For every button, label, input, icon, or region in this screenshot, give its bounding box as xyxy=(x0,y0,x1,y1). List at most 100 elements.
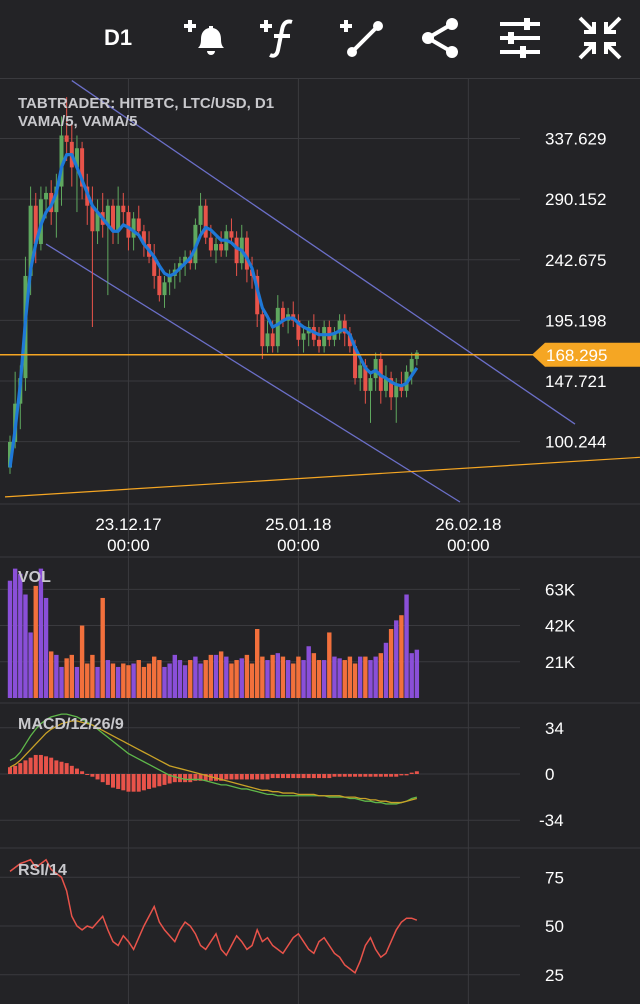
volume-bar xyxy=(378,653,383,698)
volume-bar xyxy=(383,642,389,698)
volume-bar xyxy=(260,656,265,698)
candle-body xyxy=(332,333,337,340)
candle-body xyxy=(152,256,157,276)
current-price-tag xyxy=(532,342,640,367)
macd-histogram-bar xyxy=(69,765,74,774)
candle-body xyxy=(255,275,260,315)
macd-histogram-bar xyxy=(383,774,388,777)
volume-bar xyxy=(332,656,337,698)
macd-histogram-bar xyxy=(38,754,43,774)
candle-body xyxy=(265,333,270,347)
candle-body xyxy=(59,135,64,187)
candle-body xyxy=(234,237,239,264)
candle-body xyxy=(208,237,213,251)
volume-bar xyxy=(239,658,244,698)
volume-bar xyxy=(255,629,260,698)
share-icon[interactable] xyxy=(416,14,464,62)
volume-bar xyxy=(296,656,301,698)
macd-histogram-bar xyxy=(404,774,409,776)
volume-tick-label: 42K xyxy=(545,617,576,636)
volume-bar xyxy=(249,663,255,698)
macd-histogram-bar xyxy=(214,774,218,781)
candle-body xyxy=(260,314,265,347)
add-alert-icon[interactable] xyxy=(180,14,228,62)
volume-bar xyxy=(270,654,275,698)
candle-body xyxy=(322,327,327,347)
indicator-subtitle: VAMA/5, VAMA/5 xyxy=(18,113,137,130)
candle-body xyxy=(368,378,373,391)
volume-bar xyxy=(224,656,229,698)
macd-histogram-bar xyxy=(33,754,38,774)
date-tick-label: 25.01.18 xyxy=(265,515,331,534)
candle-body xyxy=(347,333,352,347)
macd-tick-label: 0 xyxy=(545,765,554,784)
volume-bar xyxy=(74,666,80,698)
volume-bar xyxy=(394,620,399,698)
volume-bar xyxy=(95,666,100,698)
volume-bar xyxy=(100,597,105,698)
macd-histogram-bar xyxy=(23,760,28,774)
price-tick-label: 242.675 xyxy=(545,251,606,270)
macd-histogram-bar xyxy=(64,763,69,774)
candle-body xyxy=(203,205,208,238)
timeframe-button[interactable]: D1 xyxy=(104,25,133,50)
macd-histogram-bar xyxy=(255,774,260,780)
candle-body xyxy=(399,384,404,391)
macd-histogram-bar xyxy=(162,774,167,785)
candle-body xyxy=(121,205,126,213)
macd-histogram-bar xyxy=(219,774,224,781)
volume-bar xyxy=(172,654,177,698)
volume-bar xyxy=(110,663,116,698)
volume-bar xyxy=(301,660,306,698)
macd-histogram-bar xyxy=(286,774,291,779)
candle-body xyxy=(111,205,115,232)
macd-histogram-bar xyxy=(342,774,347,777)
candle-body xyxy=(54,186,59,213)
rsi-tick-label: 75 xyxy=(545,868,564,887)
volume-bar xyxy=(208,654,214,698)
volume-bar xyxy=(193,656,198,698)
volume-bar xyxy=(126,665,131,698)
macd-histogram-bar xyxy=(311,774,316,779)
volume-bar xyxy=(23,594,28,698)
rsi-tick-label: 25 xyxy=(545,966,564,985)
macd-histogram-bar xyxy=(265,774,270,780)
candle-body xyxy=(131,218,136,238)
candle-body xyxy=(270,333,275,347)
volume-bar xyxy=(218,651,224,698)
chart-title: TABTRADER: HITBTC, LTC/USD, D1 xyxy=(18,95,274,112)
time-tick-label: 00:00 xyxy=(277,536,320,555)
macd-histogram-bar xyxy=(239,774,244,780)
add-trendline-icon[interactable] xyxy=(338,14,386,62)
candle-body xyxy=(167,275,172,283)
volume-bar xyxy=(368,660,373,698)
volume-bar xyxy=(69,654,74,698)
volume-bar xyxy=(162,666,167,698)
collapse-icon[interactable] xyxy=(576,14,624,62)
macd-title: MACD/12/26/9 xyxy=(18,716,124,733)
price-tick-label: 290.152 xyxy=(545,190,606,209)
candle-body xyxy=(157,275,162,296)
volume-bar xyxy=(275,653,280,698)
settings-icon[interactable] xyxy=(496,14,544,62)
macd-histogram-bar xyxy=(317,774,321,779)
macd-histogram-bar xyxy=(399,774,404,776)
candle-body xyxy=(183,256,188,264)
macd-histogram-bar xyxy=(234,774,239,780)
chart-area[interactable]: 337.629 290.152 242.675 195.198 147.721 100.2… xyxy=(0,78,640,1004)
macd-histogram-bar xyxy=(44,756,49,774)
macd-histogram-bar xyxy=(152,774,157,788)
macd-histogram-bar xyxy=(141,774,146,791)
add-indicator-icon[interactable] xyxy=(258,14,306,62)
candle-body xyxy=(28,205,33,276)
time-tick-label: 00:00 xyxy=(447,536,490,555)
volume-bar xyxy=(352,663,358,698)
volume-bar xyxy=(121,663,126,698)
time-tick-label: 00:00 xyxy=(107,536,150,555)
macd-histogram-bar xyxy=(363,774,368,777)
macd-histogram-bar xyxy=(49,757,54,774)
volume-bar xyxy=(337,658,342,698)
macd-histogram-bar xyxy=(229,774,234,780)
volume-bar xyxy=(316,660,322,698)
volume-bar xyxy=(131,663,136,698)
